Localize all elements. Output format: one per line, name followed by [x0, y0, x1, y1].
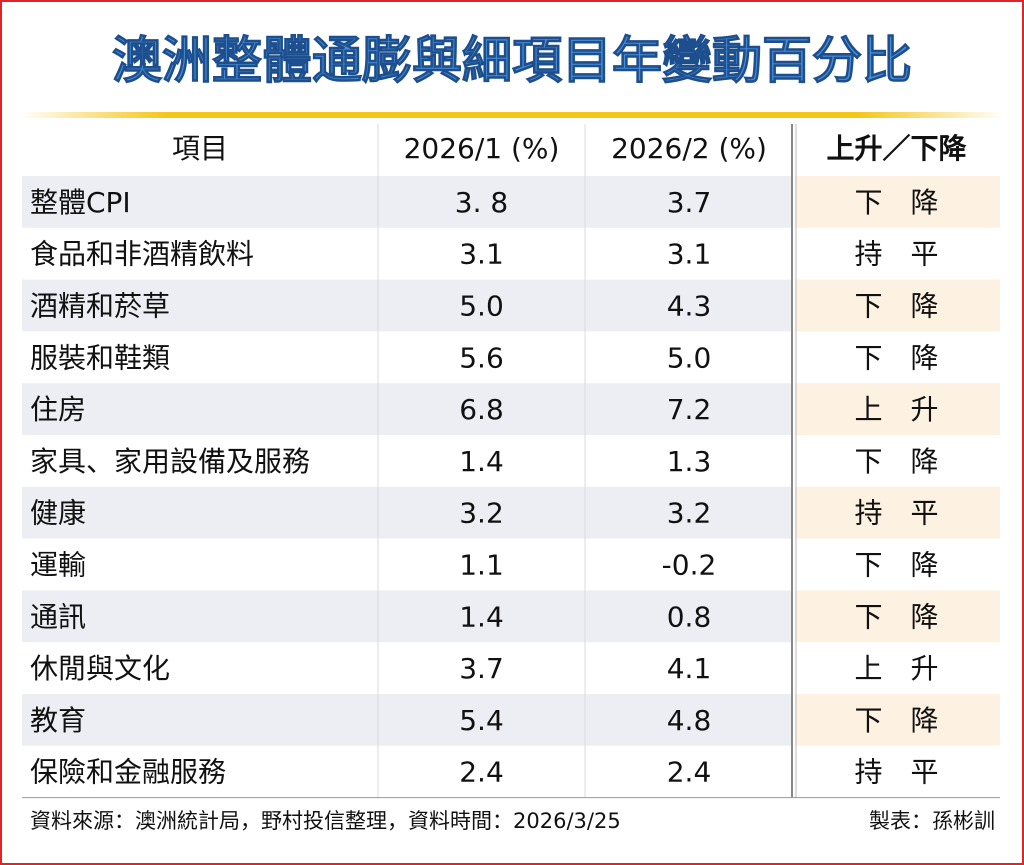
cell: 上 升 — [854, 652, 938, 685]
cell: 下 降 — [854, 600, 938, 633]
row-shade — [795, 176, 1000, 228]
source: 資料來源：澳洲統計局，野村投信整理，資料時間：2026/3/25 — [30, 809, 621, 833]
cell: 0.8 — [667, 600, 712, 633]
cell: 5.0 — [459, 290, 504, 323]
row-shade — [795, 590, 1000, 643]
cell: 4.8 — [667, 704, 712, 737]
cell: 5.4 — [459, 704, 504, 737]
row-shade — [22, 694, 793, 746]
row-shade — [22, 590, 793, 643]
title-rule — [20, 112, 1004, 118]
cell: 1.1 — [459, 549, 504, 582]
cell: 4.3 — [667, 290, 712, 323]
column-header: 上升／下降 — [826, 132, 967, 165]
cell: 持 平 — [854, 756, 938, 789]
cell: 3.7 — [667, 186, 712, 219]
cell: 服裝和鞋類 — [30, 341, 170, 374]
cell: 上 升 — [854, 393, 938, 426]
cell: 3. 8 — [455, 186, 508, 219]
cell: 住房 — [30, 393, 86, 426]
cell: 1.4 — [459, 445, 504, 478]
cell: 4.1 — [667, 652, 712, 685]
cell: 3.1 — [459, 238, 504, 271]
column-header: 2026/2 (%) — [611, 132, 767, 165]
cell: 3.7 — [459, 652, 504, 685]
cell: 教育 — [30, 704, 86, 737]
cell: 運輸 — [30, 549, 86, 582]
row-shade — [22, 486, 793, 539]
cell: 1.4 — [459, 600, 504, 633]
cell: 3.2 — [667, 497, 712, 530]
cell: 下 降 — [854, 549, 938, 582]
row-shade — [795, 694, 1000, 746]
row-shade — [795, 486, 1000, 539]
cell: 下 降 — [854, 341, 938, 374]
cell: 下 降 — [854, 290, 938, 323]
cell: 下 降 — [854, 186, 938, 219]
row-shade — [22, 383, 793, 435]
cell: 6.8 — [459, 393, 504, 426]
cell: 通訊 — [30, 600, 86, 633]
cell: 健康 — [30, 497, 86, 530]
row-shade — [795, 383, 1000, 435]
row-shade — [22, 279, 793, 332]
cell: 酒精和菸草 — [30, 290, 170, 323]
author: 製表：孫彬訓 — [869, 809, 995, 833]
cell: 食品和非酒精飲料 — [30, 238, 254, 271]
cell: 5.6 — [459, 341, 504, 374]
cell: 下 降 — [854, 445, 938, 478]
column-header: 項目 — [172, 132, 228, 165]
cell: 1.3 — [667, 445, 712, 478]
cell: -0.2 — [662, 549, 717, 582]
cell: 家具、家用設備及服務 — [30, 445, 310, 478]
cell: 3.1 — [667, 238, 712, 271]
cell: 5.0 — [667, 341, 712, 374]
row-shade — [795, 279, 1000, 332]
row-shade — [22, 176, 793, 228]
cell: 7.2 — [667, 393, 712, 426]
column-header: 2026/1 (%) — [404, 132, 560, 165]
title: 澳洲整體通膨與細項目年變動百分比 — [112, 32, 912, 90]
cell: 休閒與文化 — [30, 652, 170, 685]
cell: 持 平 — [854, 497, 938, 530]
cell: 下 降 — [854, 704, 938, 737]
cell: 3.2 — [459, 497, 504, 530]
cell: 2.4 — [667, 756, 712, 789]
cell: 2.4 — [459, 756, 504, 789]
cell: 保險和金融服務 — [30, 756, 226, 789]
cell: 整體CPI — [30, 186, 131, 219]
cell: 持 平 — [854, 238, 938, 271]
